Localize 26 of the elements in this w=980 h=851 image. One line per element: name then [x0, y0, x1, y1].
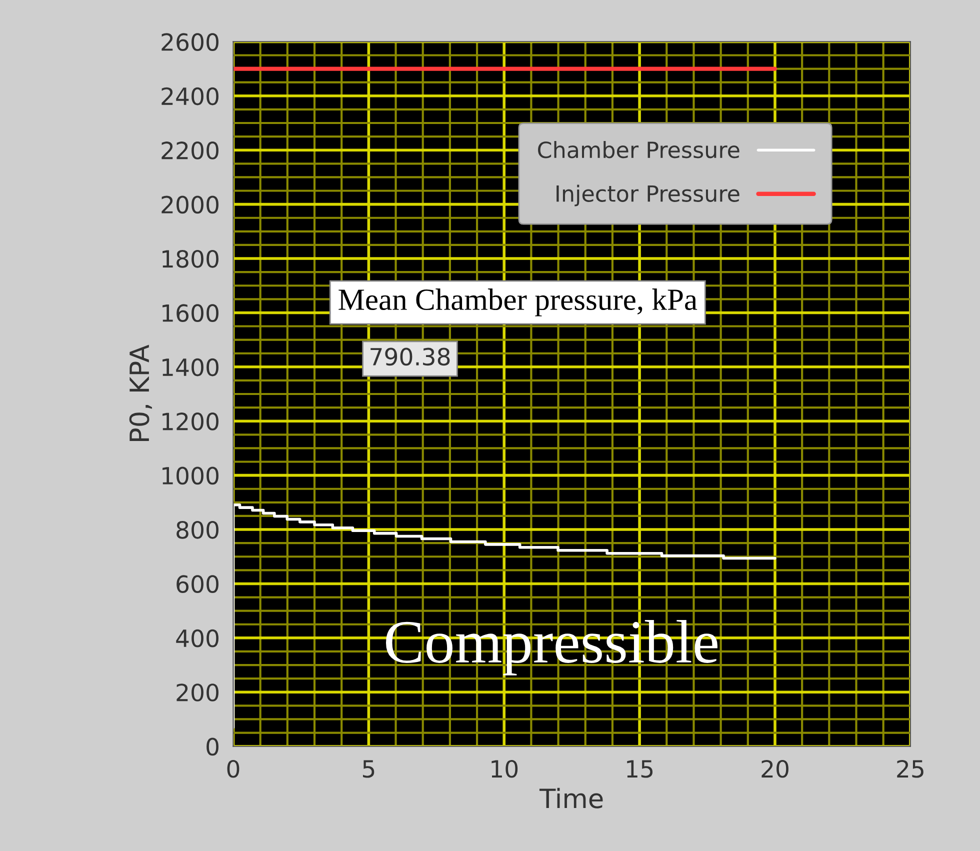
x-tick-label: 0 [227, 760, 240, 778]
y-tick-label: 2000 [162, 196, 218, 214]
y-tick-label: 1800 [162, 250, 218, 268]
x-tick-label: 5 [362, 760, 374, 778]
y-tick-label: 2400 [162, 87, 218, 106]
y-tick-label: 400 [176, 629, 218, 648]
x-tick-label: 20 [762, 760, 788, 778]
y-tick-label: 2200 [162, 142, 218, 160]
legend-label: Chamber Pressure [538, 141, 740, 158]
y-tick-label: 1200 [162, 412, 218, 430]
y-tick-label: 1000 [162, 466, 218, 485]
y-axis-title: P0, KPA [129, 344, 152, 441]
x-axis-title: Time [539, 788, 603, 808]
annotation: Mean Chamber pressure, kPa [338, 288, 698, 316]
x-tick-label: 25 [897, 760, 924, 778]
x-tick-label: 10 [492, 760, 518, 778]
legend-label: Injector Pressure [556, 184, 740, 206]
y-tick-label: 1400 [162, 358, 218, 376]
y-tick-label: 1600 [162, 304, 218, 322]
y-tick-label: 600 [176, 575, 218, 594]
y-tick-label: 0 [206, 738, 218, 756]
annotation: 790.38 [370, 348, 450, 366]
x-tick-label: 15 [627, 760, 653, 778]
y-tick-label: 800 [176, 520, 218, 539]
y-tick-label: 2600 [162, 33, 218, 52]
y-tick-label: 200 [176, 684, 218, 702]
